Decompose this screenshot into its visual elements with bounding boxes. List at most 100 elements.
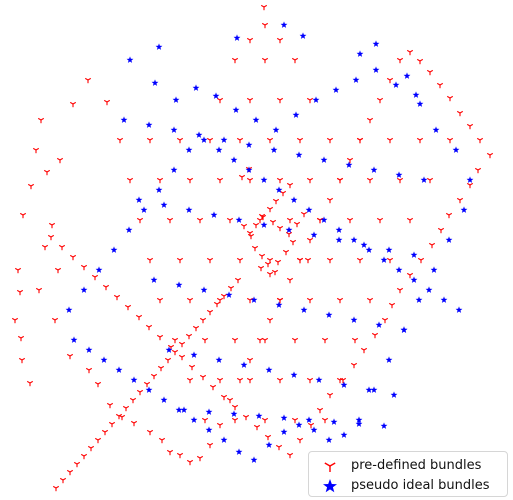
data-point-pseudo-ideal (281, 414, 288, 421)
data-point-pre-defined (429, 243, 435, 248)
data-point-pre-defined (232, 418, 238, 423)
data-point-pre-defined (487, 153, 493, 158)
data-point-pseudo-ideal (353, 76, 360, 83)
data-point-pre-defined (207, 138, 213, 143)
data-point-pre-defined (125, 305, 131, 310)
data-point-pre-defined (367, 118, 373, 123)
data-point-pseudo-ideal (213, 92, 220, 99)
data-point-pseudo-ideal (373, 40, 380, 47)
data-point-pseudo-ideal (196, 131, 203, 138)
data-point-pre-defined (272, 270, 278, 275)
data-point-pseudo-ideal (456, 306, 463, 313)
data-point-pseudo-ideal (321, 156, 328, 163)
data-point-pre-defined (177, 258, 183, 263)
data-point-pseudo-ideal (351, 236, 358, 243)
data-point-pseudo-ideal (296, 421, 303, 428)
data-point-pre-defined (44, 170, 50, 175)
data-point-pre-defined (38, 118, 44, 123)
data-point-pseudo-ideal (404, 72, 411, 79)
data-point-pseudo-ideal (366, 386, 373, 393)
data-point-pre-defined (158, 366, 164, 371)
data-point-pre-defined (49, 223, 55, 228)
data-point-pre-defined (327, 198, 333, 203)
star-marker-icon (319, 476, 341, 496)
data-point-pseudo-ideal (231, 156, 238, 163)
data-point-pre-defined (389, 303, 395, 308)
data-point-pre-defined (322, 338, 328, 343)
data-point-pre-defined (109, 422, 115, 427)
data-point-pre-defined (200, 375, 206, 380)
data-point-pseudo-ideal (261, 176, 268, 183)
data-point-pre-defined (352, 338, 358, 343)
data-point-pseudo-ideal (101, 356, 108, 363)
data-point-pseudo-ideal (161, 396, 168, 403)
data-point-pseudo-ideal (396, 266, 403, 273)
data-point-pre-defined (262, 58, 268, 63)
data-point-pseudo-ideal (371, 166, 378, 173)
data-point-pre-defined (202, 418, 208, 423)
data-point-pre-defined (447, 138, 453, 143)
data-point-pre-defined (317, 408, 323, 413)
data-point-pre-defined (387, 258, 393, 263)
data-point-pseudo-ideal (411, 251, 418, 258)
data-point-pre-defined (258, 266, 264, 271)
data-point-pre-defined (237, 138, 243, 143)
data-point-pre-defined (261, 5, 267, 10)
data-point-pre-defined (446, 213, 452, 218)
data-point-pre-defined (127, 178, 133, 183)
data-point-pre-defined (33, 148, 39, 153)
data-point-pre-defined (327, 138, 333, 143)
data-point-pre-defined (357, 258, 363, 263)
data-point-pseudo-ideal (152, 79, 159, 86)
data-point-pseudo-ideal (221, 136, 228, 143)
data-point-pre-defined (407, 273, 413, 278)
data-point-pseudo-ideal (241, 361, 248, 368)
data-point-pre-defined (259, 254, 265, 259)
data-point-pseudo-ideal (306, 206, 313, 213)
data-point-pseudo-ideal (300, 32, 307, 39)
data-point-pre-defined (217, 298, 223, 303)
data-point-pre-defined (267, 272, 273, 277)
data-point-pre-defined (427, 178, 433, 183)
data-point-pre-defined (457, 198, 463, 203)
data-point-pre-defined (85, 78, 91, 83)
data-point-pre-defined (239, 175, 245, 180)
data-point-pre-defined (157, 178, 163, 183)
data-point-pseudo-ideal (381, 256, 388, 263)
data-point-pseudo-ideal (201, 286, 208, 293)
data-point-pseudo-ideal (326, 311, 333, 318)
data-point-pseudo-ideal (96, 266, 103, 273)
data-point-pre-defined (202, 338, 208, 343)
data-point-pre-defined (407, 50, 413, 55)
data-point-pseudo-ideal (156, 186, 163, 193)
data-point-pre-defined (59, 245, 65, 250)
data-point-pseudo-ideal (306, 416, 313, 423)
data-point-pseudo-ideal (221, 436, 228, 443)
data-point-pseudo-ideal (293, 111, 300, 118)
data-point-pseudo-ideal (121, 116, 128, 123)
data-point-pre-defined (248, 234, 254, 239)
data-point-pre-defined (287, 218, 293, 223)
data-point-pseudo-ideal (346, 161, 353, 168)
data-point-pseudo-ideal (411, 276, 418, 283)
data-point-pre-defined (27, 381, 33, 386)
data-point-pre-defined (200, 318, 206, 323)
data-point-pseudo-ideal (331, 418, 338, 425)
data-point-pre-defined (177, 453, 183, 458)
data-point-pre-defined (157, 335, 163, 340)
data-point-pre-defined (308, 423, 314, 428)
data-point-pre-defined (237, 378, 243, 383)
data-point-pre-defined (437, 83, 443, 88)
data-point-pre-defined (57, 158, 63, 163)
data-point-pre-defined (267, 318, 273, 323)
data-point-pre-defined (247, 178, 253, 183)
data-point-pre-defined (377, 218, 383, 223)
data-point-pre-defined (367, 298, 373, 303)
data-point-pseudo-ideal (386, 246, 393, 253)
data-point-pre-defined (186, 334, 192, 339)
data-point-pseudo-ideal (136, 196, 143, 203)
data-point-pre-defined (457, 111, 463, 116)
data-point-pseudo-ideal (151, 276, 158, 283)
data-point-pseudo-ideal (336, 226, 343, 233)
data-point-pre-defined (277, 178, 283, 183)
